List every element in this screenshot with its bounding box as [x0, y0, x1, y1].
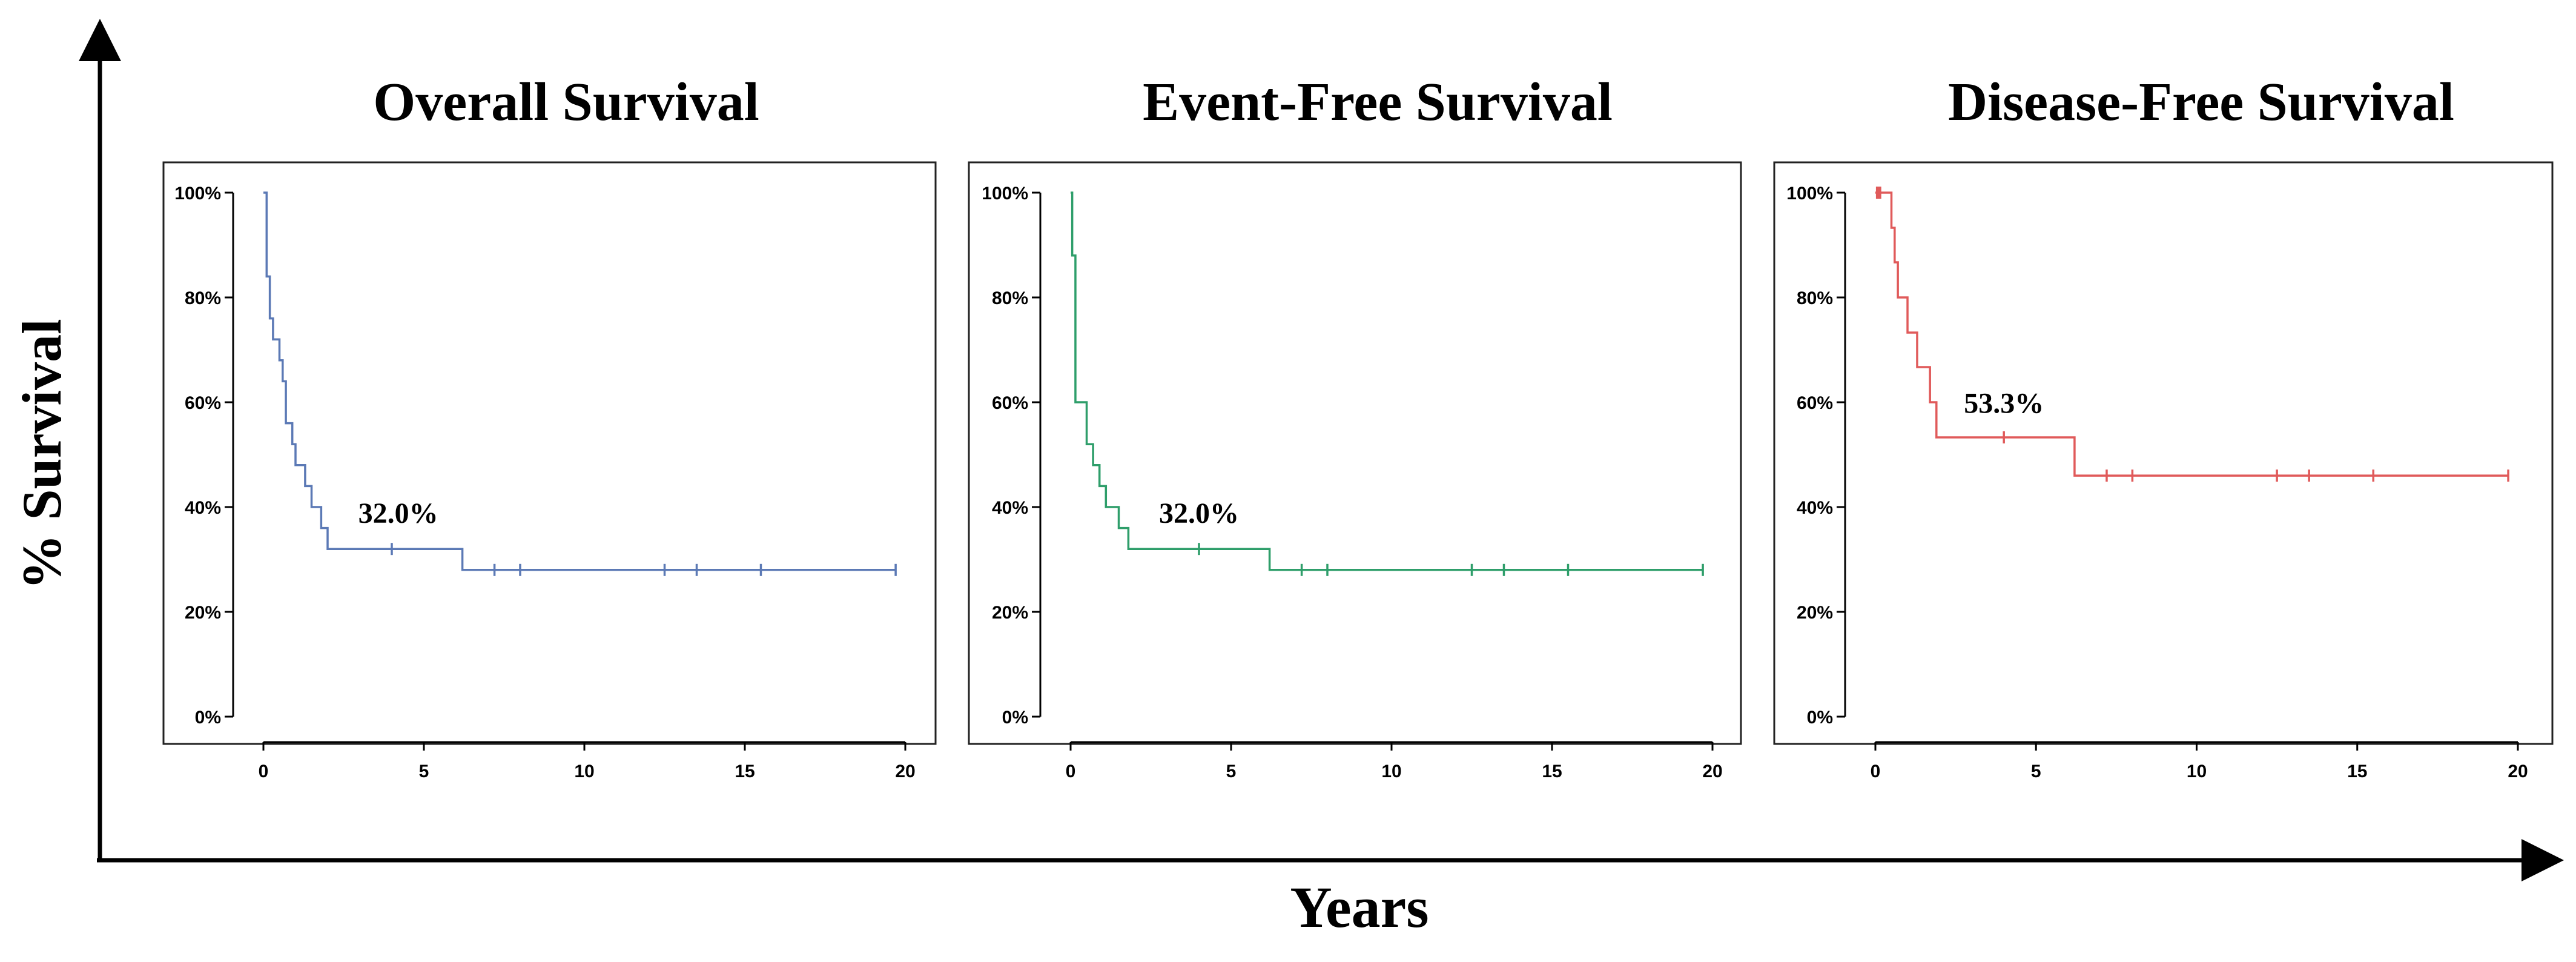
figure-y-label: % Survival — [11, 319, 73, 589]
figure-x-label: Years — [1290, 875, 1428, 940]
panel-overall-survival: Overall Survival 0 5 10 15 20 0% 20% 40% 60% 80% 1… — [162, 72, 937, 781]
x-tick-label: 20 — [2508, 761, 2528, 781]
y-tick-label: 100% — [1786, 184, 1833, 204]
y-tick-label: 80% — [992, 288, 1028, 308]
y-tick-label: 80% — [185, 288, 221, 308]
panel-title: Overall Survival — [373, 72, 759, 132]
x-tick-label: 15 — [735, 761, 755, 781]
survival-step-line — [1875, 191, 2509, 477]
panel-disease-free-survival: Disease-Free Survival 0 5 10 15 20 0% 20% 40% 60… — [1773, 72, 2554, 781]
x-tick-label: 10 — [574, 761, 594, 781]
y-tick-label: 60% — [185, 393, 221, 413]
plot-frame — [1773, 161, 2554, 745]
x-tick-label: 20 — [895, 761, 915, 781]
x-tick-label: 20 — [1702, 761, 1722, 781]
panel-title: Disease-Free Survival — [1948, 72, 2454, 132]
y-tick-label: 40% — [1797, 498, 1833, 518]
x-tick-label: 5 — [419, 761, 429, 781]
annotation-label: 32.0% — [358, 497, 438, 529]
y-tick-label: 0% — [195, 708, 221, 728]
y-tick-label: 0% — [1807, 708, 1833, 728]
x-tick-label: 0 — [259, 761, 269, 781]
panel-event-free-survival: Event-Free Survival 0 5 10 15 20 0% 20% 40% 60% 8… — [968, 72, 1742, 781]
survival-step-line — [1071, 191, 1703, 571]
y-tick-label: 40% — [185, 498, 221, 518]
survival-step-line — [263, 191, 896, 571]
x-tick-label: 5 — [2031, 761, 2041, 781]
y-tick-label: 80% — [1797, 288, 1833, 308]
x-tick-label: 5 — [1226, 761, 1237, 781]
x-tick-label: 10 — [1381, 761, 1401, 781]
y-tick-label: 100% — [174, 184, 221, 204]
plot-frame — [968, 161, 1742, 745]
y-tick-label: 100% — [982, 184, 1028, 204]
annotation-label: 53.3% — [1964, 387, 2044, 419]
x-tick-label: 15 — [2347, 761, 2367, 781]
y-tick-label: 20% — [992, 603, 1028, 623]
y-tick-label: 60% — [1797, 393, 1833, 413]
annotation-label: 32.0% — [1159, 497, 1239, 529]
x-tick-label: 0 — [1871, 761, 1881, 781]
x-tick-label: 10 — [2187, 761, 2207, 781]
panel-title: Event-Free Survival — [1143, 72, 1613, 132]
x-tick-label: 0 — [1066, 761, 1076, 781]
y-tick-label: 40% — [992, 498, 1028, 518]
y-tick-label: 0% — [1002, 708, 1028, 728]
y-tick-label: 20% — [185, 603, 221, 623]
x-tick-label: 15 — [1542, 761, 1562, 781]
y-tick-label: 60% — [992, 393, 1028, 413]
plot-frame — [162, 161, 937, 745]
y-tick-label: 20% — [1797, 603, 1833, 623]
